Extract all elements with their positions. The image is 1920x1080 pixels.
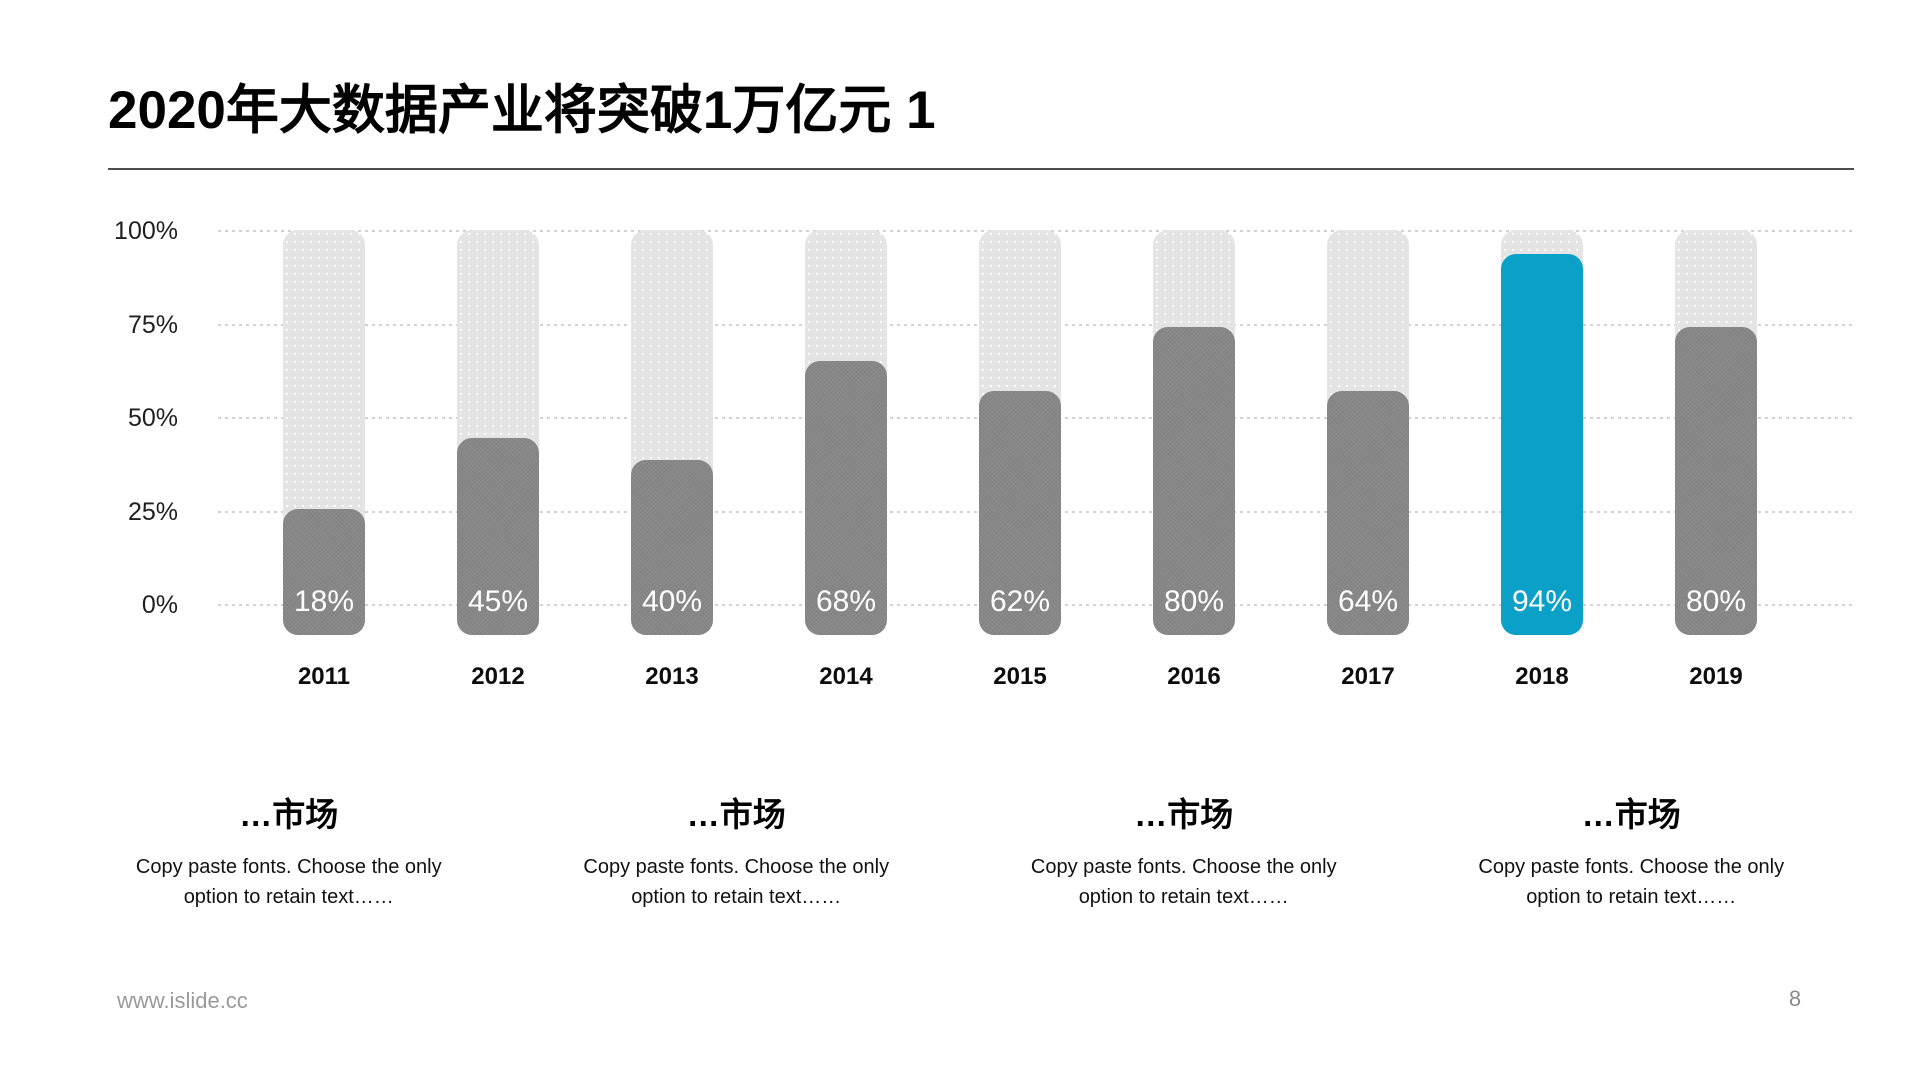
- bar-2012: 45% 2012: [457, 230, 539, 689]
- bar-fill-highlighted: [1501, 254, 1583, 635]
- insight-heading: …市场: [239, 796, 339, 833]
- bar-fill: [979, 390, 1061, 635]
- x-axis-category-label: 2013: [645, 663, 699, 690]
- bar-value-label: 18%: [293, 585, 355, 618]
- y-axis-tick-label: 50%: [127, 404, 178, 432]
- bar-fill: [805, 360, 887, 635]
- x-axis-category-label: 2014: [819, 663, 873, 690]
- insight-block: …市场 Copy paste fonts. Choose the only op…: [1408, 796, 1856, 912]
- bar-fill: [283, 508, 365, 635]
- insight-heading: …市场: [1581, 796, 1681, 833]
- insight-body: Copy paste fonts. Choose the only option…: [135, 856, 442, 908]
- bar-2013: 40% 2013: [631, 230, 713, 689]
- bar-value-label: 62%: [989, 585, 1051, 618]
- bar-value-label: 45%: [467, 585, 529, 618]
- insight-block: …市场 Copy paste fonts. Choose the only op…: [513, 796, 961, 912]
- bar-chart: 100% 75% 50% 25% 0% 18% 2011 45% 2012 40% 2013 68%…: [114, 217, 1855, 689]
- bar-value-label: 68%: [815, 585, 877, 618]
- bar-2014: 68% 2014: [805, 230, 887, 689]
- y-axis-tick-label: 100%: [114, 217, 178, 245]
- bar-2016: 80% 2016: [1153, 230, 1235, 689]
- insight-body: Copy paste fonts. Choose the only option…: [1030, 856, 1337, 908]
- insight-body: Copy paste fonts. Choose the only option…: [583, 856, 890, 908]
- bar-value-label: 80%: [1685, 585, 1747, 618]
- bar-2015: 62% 2015: [979, 230, 1061, 689]
- insight-block: …市场 Copy paste fonts. Choose the only op…: [960, 796, 1408, 912]
- bar-fill: [1327, 390, 1409, 635]
- bar-value-label: 64%: [1337, 585, 1399, 618]
- chart-bars: 18% 2011 45% 2012 40% 2013 68% 2014 62% 2015 80% 20…: [283, 230, 1757, 689]
- title-divider: [108, 168, 1854, 170]
- bar-value-label: 40%: [641, 585, 703, 618]
- x-axis-category-label: 2012: [471, 663, 525, 690]
- y-axis-tick-label: 25%: [127, 497, 178, 526]
- x-axis-category-label: 2017: [1341, 663, 1395, 690]
- bar-fill: [1675, 327, 1757, 635]
- bar-2011: 18% 2011: [283, 230, 365, 689]
- bar-fill: [1153, 327, 1235, 635]
- bar-value-label: 80%: [1163, 585, 1225, 618]
- insight-body: Copy paste fonts. Choose the only option…: [1478, 856, 1785, 908]
- y-axis-tick-label: 75%: [127, 310, 178, 339]
- insight-block: …市场 Copy paste fonts. Choose the only op…: [65, 796, 513, 912]
- x-axis-category-label: 2019: [1689, 663, 1743, 690]
- insight-heading: …市场: [1134, 796, 1234, 833]
- x-axis-category-label: 2015: [993, 663, 1047, 690]
- page-title: 2020年大数据产业将突破1万亿元 1: [108, 81, 936, 140]
- y-axis-tick-label: 0%: [141, 591, 178, 619]
- footer-website: www.islide.cc: [117, 988, 248, 1013]
- insight-columns: …市场 Copy paste fonts. Choose the only op…: [65, 796, 1855, 912]
- page-number: 8: [1788, 986, 1802, 1011]
- x-axis-category-label: 2011: [297, 663, 351, 690]
- bar-2018: 94% 2018: [1501, 230, 1583, 689]
- bar-2019: 80% 2019: [1675, 230, 1757, 689]
- bar-value-label: 94%: [1511, 585, 1573, 618]
- bar-fill: [631, 460, 713, 635]
- insight-heading: …市场: [686, 796, 786, 833]
- x-axis-category-label: 2018: [1515, 663, 1569, 690]
- x-axis-category-label: 2016: [1167, 663, 1221, 690]
- bar-2017: 64% 2017: [1327, 230, 1409, 689]
- bar-fill: [457, 437, 539, 635]
